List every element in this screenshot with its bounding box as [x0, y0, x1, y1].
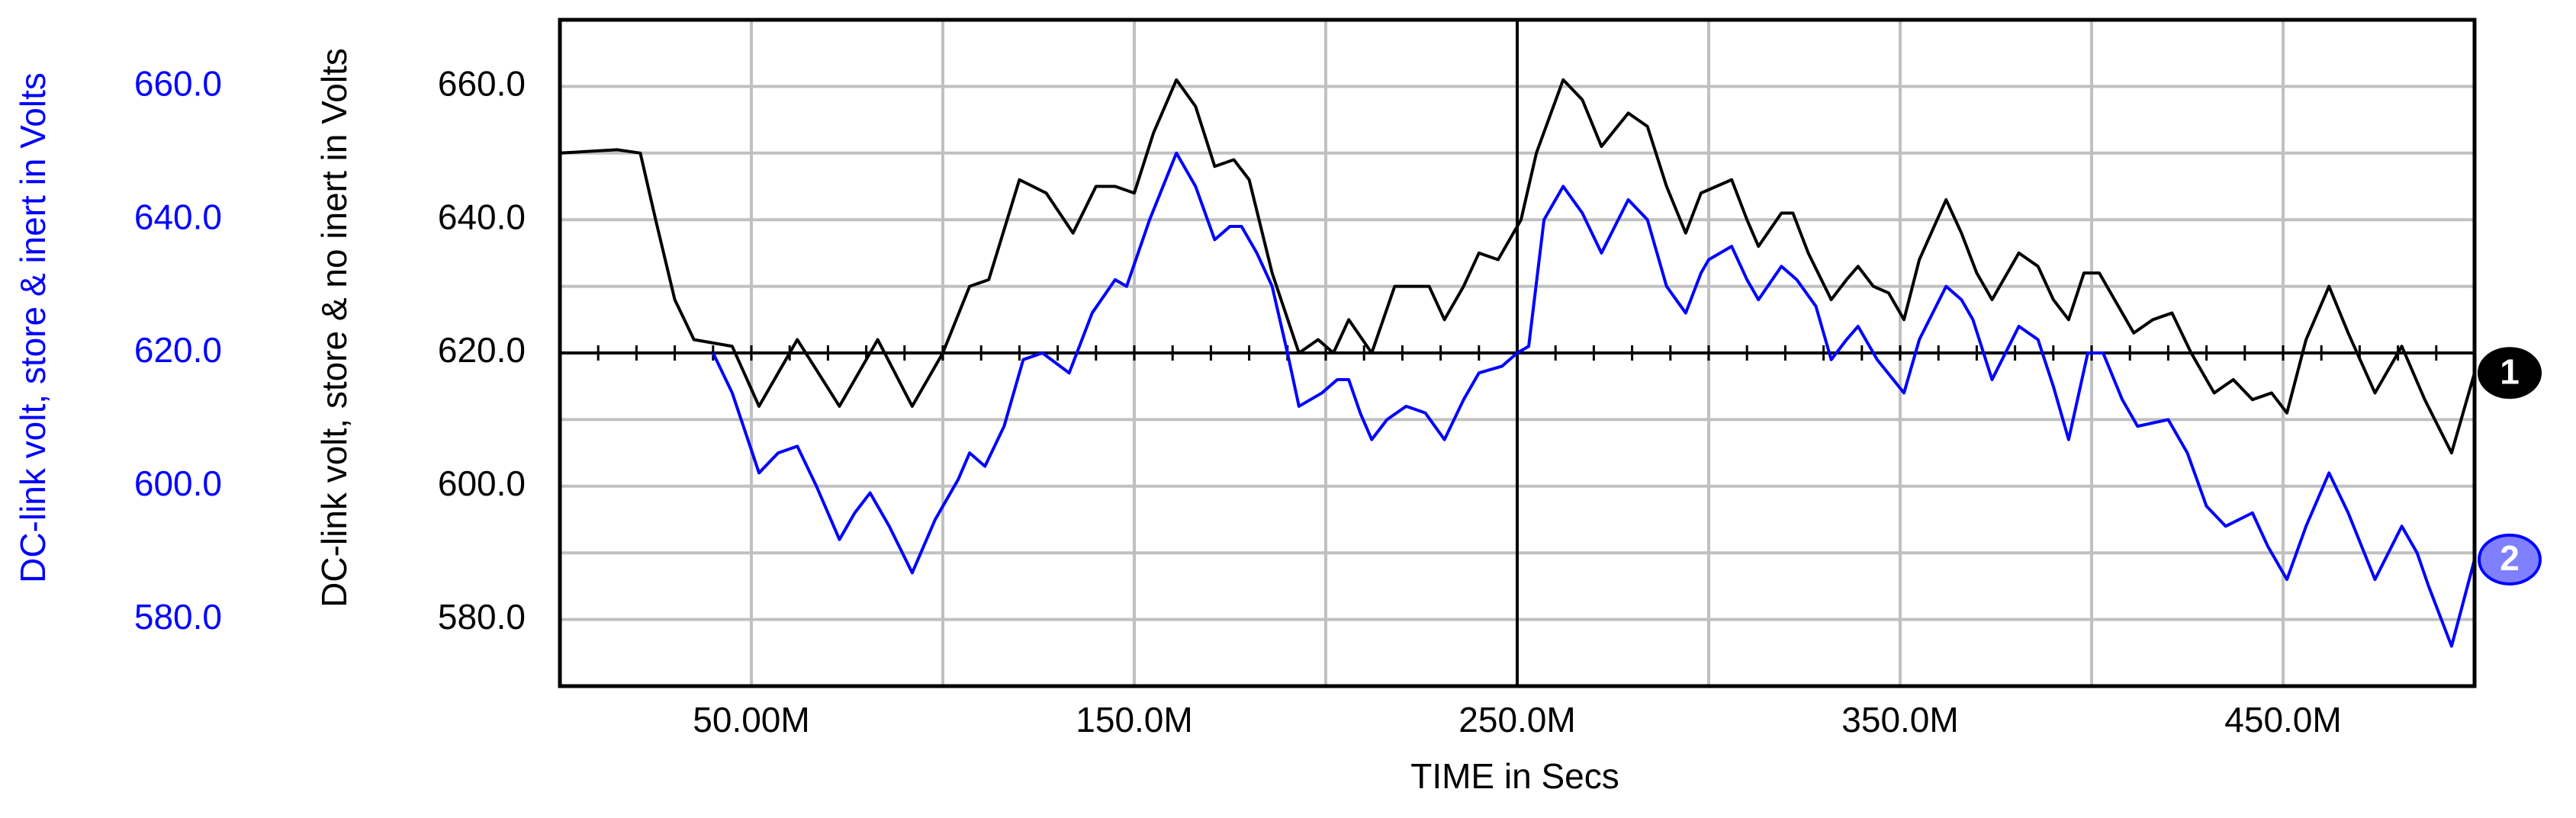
x-tick-label: 250.0M: [1458, 700, 1575, 739]
plot-frame: [558, 18, 2477, 688]
series-label: 1: [2500, 351, 2520, 391]
y-tick-label: 600.0: [438, 464, 526, 503]
y2-tick-label: 660.0: [134, 64, 222, 104]
x-tick-label: 350.0M: [1841, 700, 1958, 739]
x-tick-label: 50.00M: [693, 700, 809, 739]
x-tick-label: 150.0M: [1076, 700, 1192, 739]
series-line: [711, 151, 2476, 648]
y-tick-label: 620.0: [438, 330, 526, 370]
x-tick-label: 450.0M: [2224, 700, 2341, 739]
series-line: [559, 78, 2476, 455]
y2-tick-label: 580.0: [134, 597, 222, 637]
y-tick-label: 660.0: [438, 64, 526, 104]
y-tick-label: 580.0: [438, 597, 526, 637]
y-axis-title: DC-link volt, store & no inert in Volts: [314, 48, 354, 608]
y2-tick-label: 600.0: [134, 464, 222, 503]
x-axis-title: TIME in Secs: [1410, 756, 1619, 796]
y2-tick-label: 640.0: [134, 197, 222, 236]
series-marker: [2478, 533, 2542, 585]
y2-tick-label: 620.0: [134, 330, 222, 370]
y2-axis-title: DC-link volt, store & inert in Volts: [13, 72, 53, 583]
y-tick-label: 640.0: [438, 197, 526, 236]
series-label: 2: [2500, 538, 2520, 578]
series-marker: [2478, 347, 2542, 399]
